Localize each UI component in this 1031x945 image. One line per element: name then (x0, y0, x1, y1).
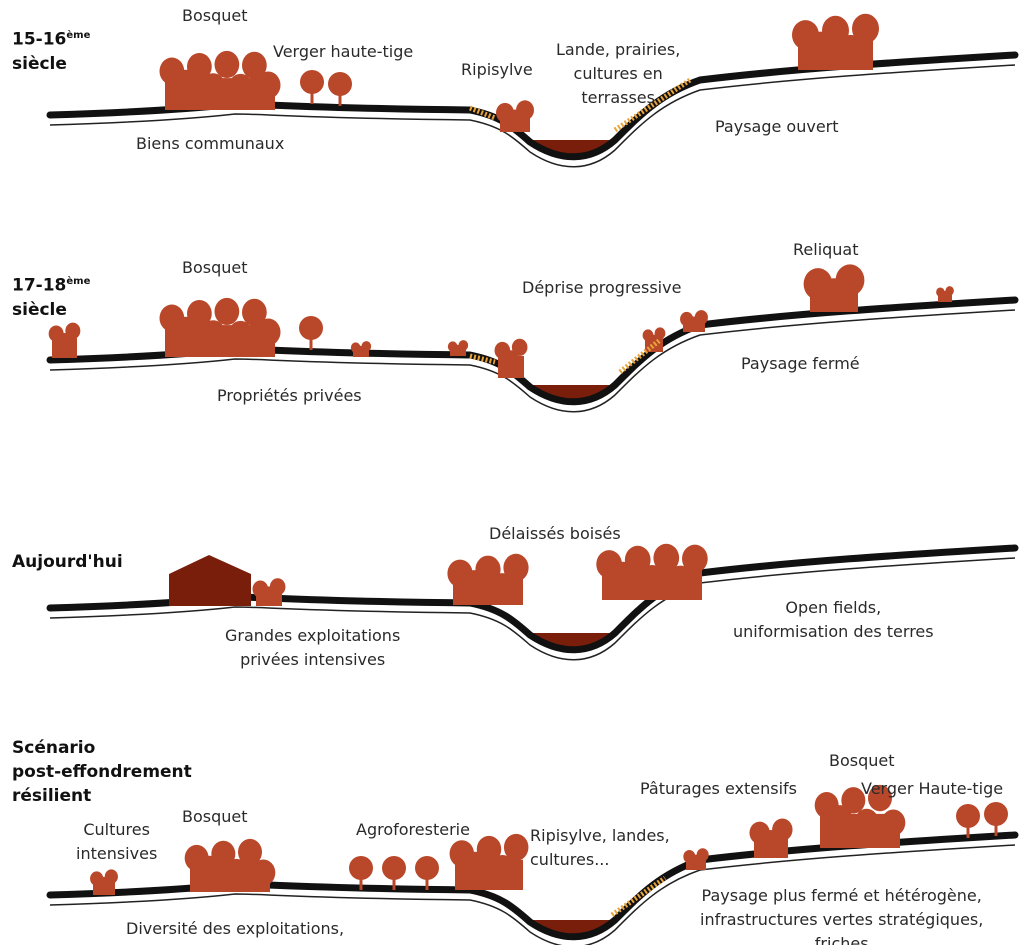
agroforestry-tree (349, 856, 373, 890)
scrub (469, 353, 496, 365)
label-delaisses: Délaissés boisés (489, 524, 621, 543)
tree (299, 316, 323, 350)
orchard-tree (300, 70, 324, 104)
orchard-tree (956, 804, 980, 838)
orchard-tree (328, 72, 352, 106)
shrub (350, 341, 372, 357)
shrub (683, 848, 709, 870)
agroforestry-tree (415, 856, 439, 890)
delaisses-bush (447, 553, 529, 605)
label-paysage-heterogene: Paysage plus fermé et hétérogène, infras… (700, 886, 984, 945)
ground-underline-4 (49, 844, 1016, 945)
ripisylve-bush (449, 833, 529, 890)
era-label-4: Scénario post-effondrement résilient (12, 738, 192, 806)
bosquet-bush (159, 50, 281, 110)
bosquet-bush (792, 13, 879, 70)
label-biens-communaux: Biens communaux (136, 134, 285, 153)
ripisylve-bush (494, 338, 528, 378)
scrub (618, 338, 662, 374)
label-ripisylve-landes: Ripisylve, landes, cultures... (530, 826, 670, 869)
bosquet-bush (814, 784, 906, 848)
label-grandes-exploitations: Grandes exploitations privées intensives (225, 626, 401, 669)
label-open-fields: Open fields, uniformisation des terres (733, 598, 934, 641)
bosquet-bush (184, 838, 276, 892)
label-paysage-ouvert: Paysage ouvert (715, 117, 839, 136)
era-label-1: 15-16ème siècle (12, 29, 91, 74)
label-deprise: Déprise progressive (522, 278, 682, 297)
scrub (610, 875, 667, 918)
scrub (469, 105, 496, 121)
label-paysage-ferme: Paysage fermé (741, 354, 860, 373)
label-lande: Lande, prairies, cultures en terrasses (556, 40, 681, 107)
shrub (252, 578, 286, 606)
farm-building (169, 555, 251, 606)
ground-underline-2 (49, 309, 1016, 413)
delaisses-bush (596, 543, 708, 600)
ground-underline-3 (49, 557, 1016, 661)
label-bosquet: Bosquet (182, 6, 248, 25)
tree-bush (48, 322, 81, 358)
shrub (447, 340, 469, 356)
label-bosquet-2: Bosquet (829, 751, 895, 770)
era-label-2: 17-18ème siècle (12, 275, 91, 320)
label-cultures-intensives: Cultures intensives (76, 820, 158, 863)
label-reliquat: Reliquat (793, 240, 859, 259)
reliquat-bush (803, 264, 865, 312)
label-diversite: Diversité des exploitations, (126, 919, 345, 938)
agroforestry-tree (382, 856, 406, 890)
label-verger-haute-tige: Verger Haute-tige (861, 779, 1004, 798)
scrub (613, 77, 692, 133)
shrub (90, 869, 118, 895)
label-paturages: Pâturages extensifs (640, 779, 797, 798)
shrub (680, 310, 708, 332)
label-proprietes: Propriétés privées (217, 386, 362, 405)
shrub (642, 327, 666, 352)
label-bosquet: Bosquet (182, 807, 248, 826)
pasture-bush (749, 818, 793, 858)
ripisylve-bush (496, 100, 534, 132)
label-agroforesterie: Agroforesterie (356, 820, 470, 839)
label-bosquet: Bosquet (182, 258, 248, 277)
bosquet-bush (159, 297, 281, 357)
era-label-3: Aujourd'hui (12, 552, 123, 572)
ground-underline-1 (49, 64, 1016, 168)
shrub (936, 286, 954, 302)
orchard-tree (984, 802, 1008, 836)
label-ripisylve: Ripisylve (461, 60, 533, 79)
label-verger: Verger haute-tige (273, 42, 414, 61)
